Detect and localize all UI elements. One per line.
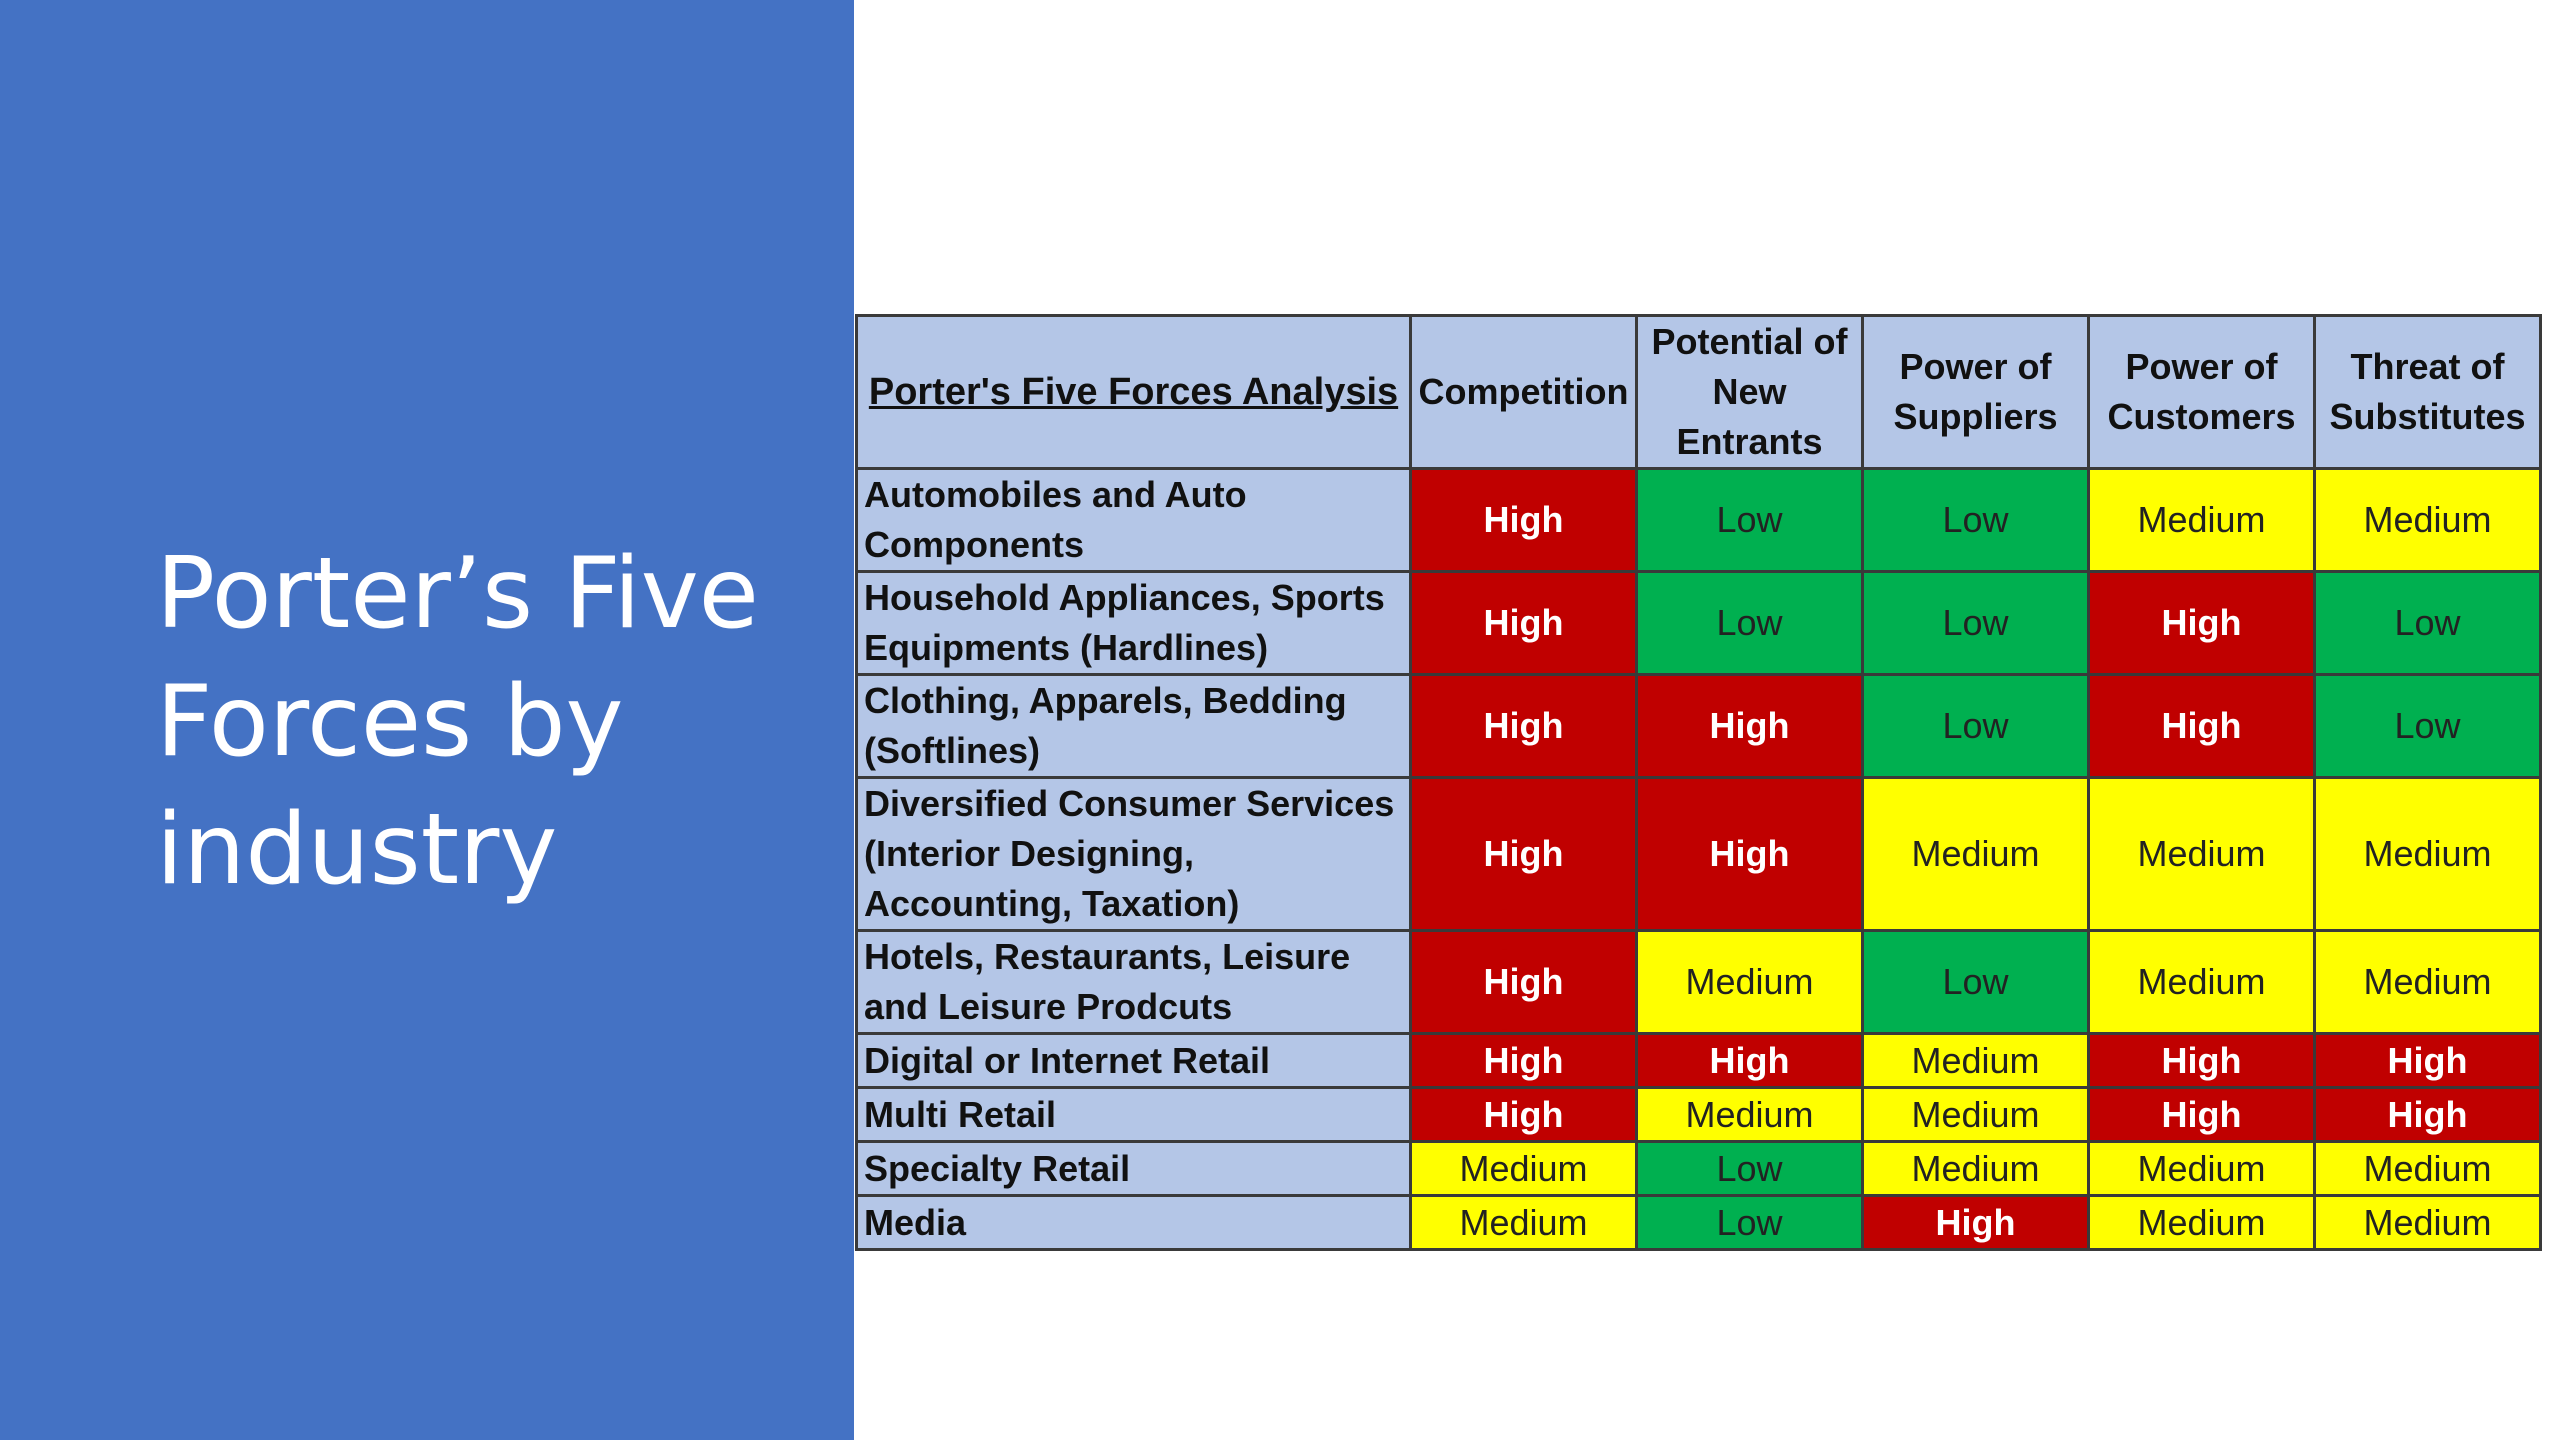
industry-name-cell: Digital or Internet Retail [855,1032,1412,1089]
rating-cell: Medium [1861,1086,2090,1143]
rating-cell: High [1409,673,1638,779]
rating-cell: Medium [1861,1140,2090,1197]
rating-cell: Low [1861,929,2090,1035]
rating-cell: Medium [1635,929,1864,1035]
table-row: Digital or Internet Retail High High Medium… [855,1032,2542,1089]
rating-cell: Medium [2087,1194,2316,1251]
rating-cell: Medium [1861,776,2090,932]
rating-cell: Low [1635,570,1864,676]
column-header-suppliers: Power of Suppliers [1861,314,2090,470]
rating-cell: High [1635,1032,1864,1089]
rating-cell: High [1409,776,1638,932]
rating-cell: High [2087,1032,2316,1089]
rating-cell: Medium [2087,467,2316,573]
table-row: Household Appliances, Sports Equipments … [855,570,2542,676]
table-body: Automobiles and Auto Components High Low Lo… [855,467,2542,1251]
rating-cell: High [1409,570,1638,676]
rating-cell: Medium [1409,1140,1638,1197]
table-header-row: Porter's Five Forces Analysis Competitio… [855,314,2542,470]
industry-name-cell: Diversified Consumer Services (Interior … [855,776,1412,932]
table-row: Specialty Retail Medium Low Medium Medium Med… [855,1140,2542,1197]
rating-cell: Low [2313,673,2542,779]
rating-cell: High [1409,929,1638,1035]
title-panel: Porter’s Five Forces by industry [0,0,854,1440]
column-header-substitutes: Threat of Substitutes [2313,314,2542,470]
rating-cell: Low [1861,467,2090,573]
five-forces-table: Porter's Five Forces Analysis Competitio… [855,314,2542,1251]
rating-cell: Medium [1635,1086,1864,1143]
rating-cell: High [1635,776,1864,932]
industry-name-cell: Clothing, Apparels, Bedding (Softlines) [855,673,1412,779]
column-header-competition: Competition [1409,314,1638,470]
industry-name-cell: Automobiles and Auto Components [855,467,1412,573]
industry-name-cell: Household Appliances, Sports Equipments … [855,570,1412,676]
table-row: Diversified Consumer Services (Interior … [855,776,2542,932]
rating-cell: Low [1861,570,2090,676]
rating-cell: High [2313,1086,2542,1143]
rating-cell: Low [1635,1140,1864,1197]
rating-cell: Medium [1861,1032,2090,1089]
industry-name-cell: Specialty Retail [855,1140,1412,1197]
rating-cell: Medium [1409,1194,1638,1251]
rating-cell: High [2087,673,2316,779]
industry-name-cell: Multi Retail [855,1086,1412,1143]
rating-cell: High [1409,467,1638,573]
rating-cell: Low [1861,673,2090,779]
rating-cell: High [2313,1032,2542,1089]
column-header-new-entrants: Potential of New Entrants [1635,314,1864,470]
slide-title: Porter’s Five Forces by industry [156,537,759,907]
rating-cell: Low [1635,467,1864,573]
industry-name-cell: Hotels, Restaurants, Leisure and Leisure… [855,929,1412,1035]
table-row: Hotels, Restaurants, Leisure and Leisure… [855,929,2542,1035]
rating-cell: High [1409,1086,1638,1143]
rating-cell: High [1409,1032,1638,1089]
rating-cell: High [2087,570,2316,676]
rating-cell: Medium [2313,1194,2542,1251]
rating-cell: Medium [2087,776,2316,932]
rating-cell: Medium [2087,1140,2316,1197]
rating-cell: Medium [2313,467,2542,573]
rating-cell: Medium [2313,776,2542,932]
column-header-customers: Power of Customers [2087,314,2316,470]
rating-cell: Low [1635,1194,1864,1251]
rating-cell: Low [2313,570,2542,676]
industry-name-cell: Media [855,1194,1412,1251]
rating-cell: High [1635,673,1864,779]
rating-cell: Medium [2087,929,2316,1035]
table-row: Automobiles and Auto Components High Low Lo… [855,467,2542,573]
rating-cell: Medium [2313,929,2542,1035]
table-row: Media Medium Low High Medium Medium [855,1194,2542,1251]
rating-cell: Medium [2313,1140,2542,1197]
rating-cell: High [2087,1086,2316,1143]
table-title: Porter's Five Forces Analysis [855,314,1412,470]
table-row: Clothing, Apparels, Bedding (Softlines) H… [855,673,2542,779]
table-row: Multi Retail High Medium Medium High High [855,1086,2542,1143]
rating-cell: High [1861,1194,2090,1251]
